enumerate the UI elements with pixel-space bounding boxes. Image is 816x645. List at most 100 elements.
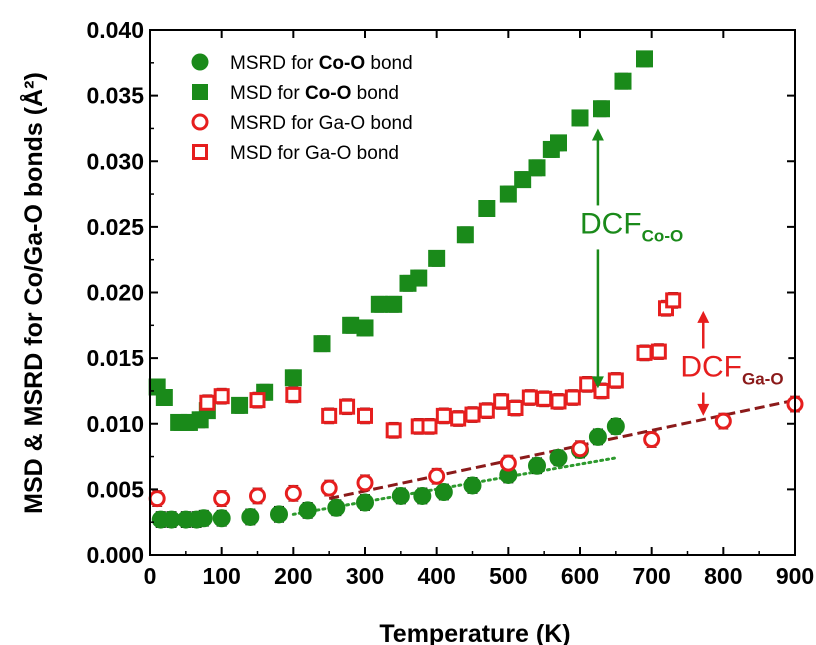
msrd-co-point xyxy=(528,456,546,475)
legend-label-msrd-ga: MSRD for Ga-O bond xyxy=(230,113,413,134)
y-tick-label: 0.010 xyxy=(86,411,144,437)
msrd-co-point xyxy=(241,507,260,526)
legend: MSRD for Co-O bond MSD for Co-O bond MSRD … xyxy=(191,53,413,164)
msd-co-point xyxy=(528,159,546,177)
msd-co-point xyxy=(571,109,589,127)
msrd-ga-point xyxy=(571,440,589,458)
arrow-head xyxy=(697,403,710,416)
msrd-ga-point xyxy=(499,454,517,472)
msd-co-point xyxy=(313,335,331,353)
msd-co-point xyxy=(456,226,474,244)
msd-co-point xyxy=(385,295,403,313)
msd-co-point xyxy=(614,72,632,90)
msrd-ga-point xyxy=(356,474,374,492)
msd-co-point xyxy=(356,319,374,337)
y-axis-label: MSD & MSRD for Co/Ga-O bonds (Å²) xyxy=(19,72,48,514)
msrd-ga-point xyxy=(428,467,446,485)
y-tick-label: 0.000 xyxy=(86,542,144,568)
plot-frame xyxy=(149,29,796,556)
fit-co-line xyxy=(291,456,618,516)
x-tick-label: 0 xyxy=(144,563,157,589)
msd-ga-point xyxy=(285,386,302,403)
dcf-ga-label-bg xyxy=(676,348,789,393)
legend-marker-msd-ga xyxy=(192,144,208,160)
msd-co-point xyxy=(550,134,567,152)
msd-ga-point xyxy=(464,406,481,423)
msd-ga-point xyxy=(357,407,373,424)
y-tick-label: 0.015 xyxy=(86,345,144,371)
msd-ga-point xyxy=(339,398,356,415)
msd-ga-point xyxy=(385,422,402,439)
msrd-ga-point xyxy=(213,490,231,508)
msrd-ga-point xyxy=(320,479,338,497)
msrd-co-point xyxy=(549,448,568,467)
dcf-co-label-bg xyxy=(576,205,708,250)
x-axis-label: Temperature (K) xyxy=(379,620,570,645)
dcf-co-label: DCFCo-O xyxy=(580,207,683,245)
msrd-ga-point xyxy=(643,431,661,448)
msd-co-point xyxy=(499,185,517,203)
msd-co-point xyxy=(370,295,388,313)
msd-co-point xyxy=(478,200,496,217)
msd-co-point xyxy=(284,369,302,387)
msd-ga-point xyxy=(665,292,682,309)
msd-ga-point xyxy=(435,407,452,424)
msd-ga-point xyxy=(493,393,510,410)
y-tick-label: 0.030 xyxy=(86,148,144,174)
msd-ga-point xyxy=(199,394,216,411)
msd-ga-point xyxy=(593,382,610,399)
legend-marker-msrd-ga xyxy=(191,113,209,131)
msrd-co-point xyxy=(356,493,374,512)
msrd-co-point xyxy=(413,486,432,505)
msd-ga-point xyxy=(478,402,495,419)
msd-co-point xyxy=(593,100,610,118)
msrd-ga-point xyxy=(148,490,166,508)
msd-ga-point xyxy=(579,376,596,393)
annotations: DCFCo-O DCFGa-O xyxy=(576,128,789,416)
msd-ga-point xyxy=(536,390,553,407)
msd-ga-point xyxy=(450,410,467,427)
msd-co-point xyxy=(514,171,532,189)
msrd-co-point xyxy=(298,501,317,520)
arrow-head xyxy=(697,310,710,323)
x-tick-label: 200 xyxy=(274,563,312,589)
y-tick-label: 0.035 xyxy=(86,83,144,109)
msd-ga-point xyxy=(507,400,524,416)
msrd-co-point xyxy=(327,498,346,517)
msd-ga-point xyxy=(564,389,581,406)
y-tick-label: 0.040 xyxy=(86,17,144,43)
msd-ga-point xyxy=(550,393,567,410)
msd-ga-point xyxy=(321,407,338,424)
arrow-head xyxy=(591,376,604,389)
msd-ga-point xyxy=(213,388,230,405)
msd-ga-point xyxy=(636,344,653,361)
msd-ga-point xyxy=(607,372,624,389)
msrd-co-point xyxy=(194,509,213,528)
msrd-co-point xyxy=(391,486,410,505)
msd-co-point xyxy=(342,316,360,334)
legend-label-msrd-co: MSRD for Co-O bond xyxy=(230,53,413,74)
x-tick-label: 600 xyxy=(561,563,599,589)
axes: 0 100 200 300 400 500 600 700 800 900 0.000 0.005 0.… xyxy=(86,17,814,589)
x-tick-label: 900 xyxy=(776,563,814,589)
msd-co-point xyxy=(636,50,653,68)
msrd-co-point xyxy=(606,417,625,436)
x-tick-label: 700 xyxy=(632,563,670,589)
legend-marker-msd-co xyxy=(192,84,208,100)
msrd-co-point xyxy=(270,505,288,524)
legend-label-msd-ga: MSD for Ga-O bond xyxy=(230,143,399,164)
msrd-ga-point xyxy=(714,412,732,430)
x-tick-label: 500 xyxy=(489,563,527,589)
msd-co-point xyxy=(155,389,173,406)
msd-co-point xyxy=(410,269,428,287)
msd-co-point xyxy=(231,396,249,414)
x-tick-label: 800 xyxy=(704,563,742,589)
msrd-co-point xyxy=(463,476,482,495)
legend-marker-msrd-co xyxy=(191,53,209,71)
x-tick-label: 100 xyxy=(202,563,240,589)
msrd-ga-point xyxy=(249,487,266,505)
dcf-ga-label: DCFGa-O xyxy=(680,351,783,389)
x-tick-label: 400 xyxy=(417,563,455,589)
msrd-co-point xyxy=(434,483,453,501)
